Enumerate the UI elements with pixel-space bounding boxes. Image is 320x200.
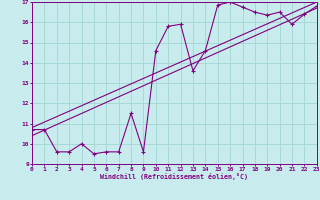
- X-axis label: Windchill (Refroidissement éolien,°C): Windchill (Refroidissement éolien,°C): [100, 173, 248, 180]
